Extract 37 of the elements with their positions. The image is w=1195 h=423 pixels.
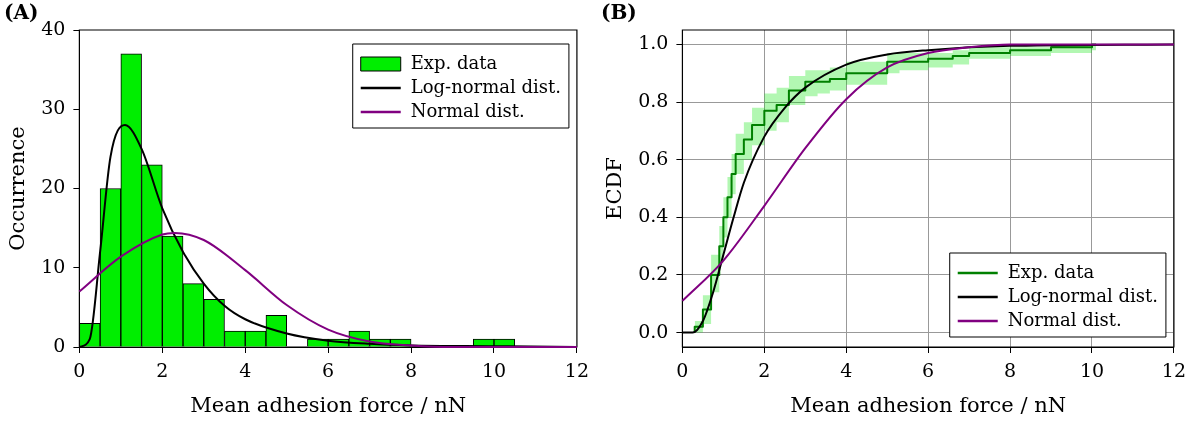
- x-axis-title: Mean adhesion force / nN: [790, 392, 1067, 417]
- y-tick-label: 1.0: [638, 31, 669, 54]
- x-tick-label: 4: [840, 359, 853, 382]
- legend-label: Log-normal dist.: [410, 75, 561, 97]
- x-tick-label: 0: [676, 359, 689, 382]
- y-tick-label: 10: [41, 254, 66, 277]
- x-tick-label: 0: [73, 359, 86, 382]
- x-tick-label: 6: [922, 359, 935, 382]
- x-tick-label: 8: [405, 359, 418, 382]
- x-tick-label: 4: [239, 359, 252, 382]
- y-tick-label: 0.4: [638, 204, 669, 227]
- legend-label: Exp. data: [410, 51, 498, 73]
- y-tick-label: 20: [41, 175, 66, 198]
- legend-label: Normal dist.: [410, 99, 525, 121]
- x-tick-label: 6: [322, 359, 335, 382]
- x-tick-label: 10: [1079, 359, 1105, 382]
- x-tick-label: 10: [481, 359, 507, 382]
- legend-label: Exp. data: [1007, 260, 1095, 282]
- x-tick-label: 2: [156, 359, 169, 382]
- y-tick-label: 0.8: [638, 88, 669, 111]
- y-axis-title: Occurrence: [5, 126, 30, 251]
- y-tick-label: 0.0: [638, 319, 669, 342]
- x-tick-label: 12: [564, 359, 590, 382]
- chart-title: (B): [601, 0, 637, 25]
- y-tick-label: 0.2: [638, 261, 669, 284]
- y-axis-title: ECDF: [602, 157, 627, 220]
- y-tick-label: 0: [53, 333, 66, 356]
- x-tick-label: 2: [758, 359, 771, 382]
- legend-label: Normal dist.: [1007, 308, 1122, 330]
- y-tick-label: 0.6: [638, 146, 669, 169]
- y-tick-label: 30: [41, 96, 66, 119]
- chart-title: (A): [4, 0, 39, 25]
- legend-label: Log-normal dist.: [1007, 284, 1158, 306]
- x-axis-title: Mean adhesion force / nN: [190, 392, 467, 417]
- x-tick-label: 8: [1004, 359, 1017, 382]
- x-tick-label: 12: [1161, 359, 1187, 382]
- y-tick-label: 40: [41, 16, 66, 39]
